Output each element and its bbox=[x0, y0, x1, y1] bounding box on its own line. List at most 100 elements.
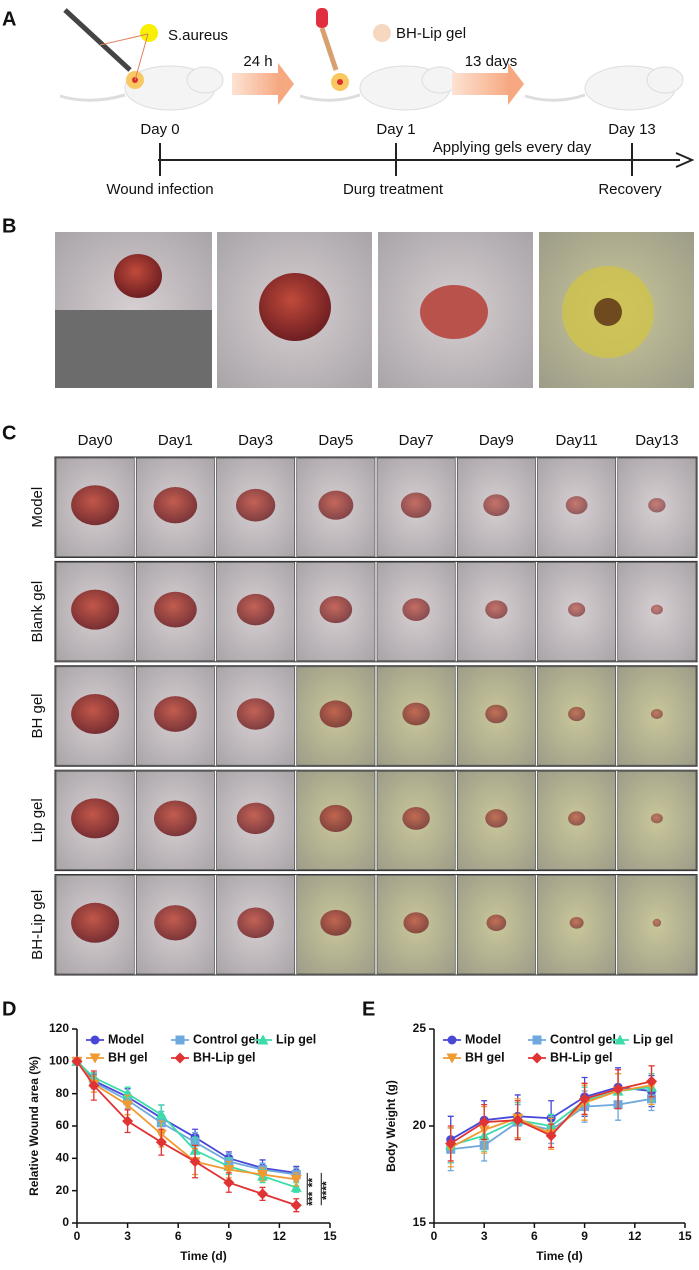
x-tick-label: 0 bbox=[431, 1229, 438, 1243]
wound bbox=[568, 706, 586, 722]
legend-marker bbox=[531, 1052, 543, 1064]
wound bbox=[568, 602, 586, 617]
wound bbox=[235, 488, 276, 522]
x-tick-label: 12 bbox=[273, 1229, 287, 1243]
column-label: Day9 bbox=[479, 432, 514, 449]
legend-label: Model bbox=[465, 1032, 501, 1046]
y-tick-label: 25 bbox=[413, 1021, 427, 1035]
interval-label: 13 days bbox=[465, 53, 518, 70]
wound bbox=[568, 811, 586, 826]
y-tick-label: 100 bbox=[49, 1054, 69, 1068]
legend-marker bbox=[446, 1053, 458, 1064]
row-frame bbox=[54, 560, 698, 663]
wound bbox=[565, 496, 588, 515]
marker bbox=[122, 1100, 134, 1111]
marker bbox=[189, 1156, 201, 1168]
wound bbox=[237, 907, 274, 939]
legend-marker bbox=[90, 1035, 100, 1045]
legend-marker bbox=[89, 1053, 101, 1064]
y-tick-label: 60 bbox=[56, 1118, 70, 1132]
legend-label: BH-Lip gel bbox=[550, 1050, 613, 1064]
wound bbox=[402, 702, 430, 726]
x-tick-label: 9 bbox=[581, 1229, 588, 1243]
wound bbox=[402, 806, 430, 830]
day-label: Day 13 bbox=[608, 121, 656, 138]
wound bbox=[236, 698, 275, 730]
wound bbox=[71, 798, 120, 839]
marker bbox=[579, 1093, 591, 1105]
wound bbox=[650, 709, 663, 719]
x-axis-label: Time (d) bbox=[180, 1249, 226, 1263]
marker bbox=[478, 1116, 490, 1128]
panel-b-photos bbox=[55, 232, 694, 388]
wound bbox=[319, 804, 353, 832]
wound bbox=[236, 593, 275, 626]
column-label: Day7 bbox=[399, 432, 434, 449]
marker bbox=[646, 1075, 658, 1087]
x-tick-label: 6 bbox=[175, 1229, 182, 1243]
legend-marker bbox=[174, 1052, 186, 1064]
y-tick-label: 15 bbox=[413, 1215, 427, 1229]
column-label: Day11 bbox=[556, 432, 598, 449]
x-tick-label: 12 bbox=[628, 1229, 642, 1243]
legend-label: BH gel bbox=[465, 1050, 505, 1064]
x-tick-label: 15 bbox=[678, 1229, 692, 1243]
row-frame bbox=[54, 456, 698, 558]
panel-a-art bbox=[59, 8, 695, 176]
column-label: Day5 bbox=[318, 432, 353, 449]
panel-label: C bbox=[2, 422, 16, 444]
wound bbox=[236, 802, 275, 835]
row-label: BH-Lip gel bbox=[29, 890, 46, 960]
column-label: Day13 bbox=[635, 432, 678, 449]
y-tick-label: 80 bbox=[56, 1086, 70, 1100]
wound bbox=[71, 902, 120, 943]
wound bbox=[486, 914, 507, 932]
wound bbox=[153, 591, 197, 628]
column-label: Day0 bbox=[78, 432, 113, 449]
wound bbox=[320, 909, 352, 936]
row-label: Lip gel bbox=[29, 798, 46, 842]
panel-label: A bbox=[2, 8, 16, 30]
wound bbox=[569, 916, 584, 929]
significance-bracket bbox=[306, 1172, 322, 1206]
column-label: Day3 bbox=[238, 432, 273, 449]
y-axis-label: Relative Wound area (%) bbox=[27, 1056, 41, 1196]
x-tick-label: 6 bbox=[531, 1229, 538, 1243]
wound bbox=[402, 598, 430, 622]
row-frame bbox=[54, 769, 698, 872]
legend-marker bbox=[447, 1035, 457, 1045]
regimen-label: Applying gels every day bbox=[433, 139, 592, 156]
y-tick-label: 40 bbox=[56, 1151, 70, 1165]
significance-label: *** bbox=[305, 1191, 319, 1205]
legend-marker bbox=[614, 1034, 626, 1045]
day-label: Day 0 bbox=[140, 121, 179, 138]
marker bbox=[155, 1109, 167, 1120]
legend-label: Model bbox=[108, 1032, 144, 1046]
marker bbox=[71, 1055, 83, 1067]
significance-label: **** bbox=[319, 1181, 333, 1200]
marker bbox=[290, 1174, 302, 1185]
stage-label: Recovery bbox=[598, 181, 662, 198]
wound bbox=[485, 600, 508, 619]
row-label: Model bbox=[29, 487, 46, 528]
wound bbox=[153, 696, 197, 732]
wound bbox=[153, 800, 197, 837]
wound bbox=[652, 918, 662, 927]
x-tick-label: 9 bbox=[225, 1229, 232, 1243]
wound bbox=[71, 694, 120, 734]
marker bbox=[445, 1137, 457, 1149]
panel-label: E bbox=[362, 998, 375, 1020]
marker bbox=[290, 1181, 302, 1192]
legend-label: BH gel bbox=[108, 1050, 148, 1064]
marker bbox=[290, 1199, 302, 1211]
marker bbox=[155, 1136, 167, 1148]
series-line bbox=[76, 1060, 297, 1181]
gel-label: BH-Lip gel bbox=[396, 25, 466, 42]
x-axis-label: Time (d) bbox=[536, 1249, 582, 1263]
panel-label: D bbox=[2, 998, 16, 1020]
x-tick-label: 3 bbox=[481, 1229, 488, 1243]
marker bbox=[257, 1188, 269, 1200]
legend-label: Lip gel bbox=[633, 1032, 673, 1046]
column-label: Day1 bbox=[158, 432, 193, 449]
